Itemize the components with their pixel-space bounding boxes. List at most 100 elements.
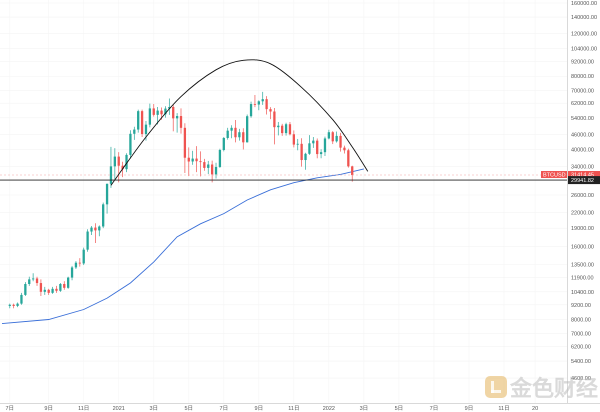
candle-down (273, 111, 276, 128)
y-tick-label: 92000.00 (571, 59, 594, 65)
candle-down (63, 283, 66, 288)
support-tag-bg (568, 176, 600, 185)
candle-down (343, 147, 346, 151)
moving-average-series (1, 168, 365, 325)
candle-up (175, 116, 179, 119)
candle-down (179, 116, 183, 128)
x-tick-label: 11日 (78, 405, 89, 412)
symbol-tag-bg (541, 171, 567, 179)
y-tick-label: 120000.00 (571, 31, 597, 37)
grid-lines (0, 2, 567, 379)
arc-curve (110, 59, 369, 186)
candle-up (312, 140, 315, 144)
candle-up (323, 138, 327, 153)
candle-up (277, 125, 280, 128)
candle-down (199, 161, 202, 163)
symbol-tag-text: BTCUSD (543, 173, 566, 179)
candle-down (55, 288, 58, 291)
candle-up (249, 104, 253, 117)
candle-up (51, 288, 54, 293)
candle-up (168, 106, 171, 109)
watermark: 金色财经 (485, 376, 598, 401)
y-tick-label: 10400.00 (571, 290, 594, 296)
moving-average-line (1, 168, 365, 325)
candle-up (246, 116, 249, 143)
candle-down (117, 156, 120, 166)
candle-down (195, 158, 198, 162)
y-tick-label: 40000.00 (571, 147, 594, 153)
price-tag-text: 31414.45 (571, 173, 594, 179)
y-tick-label: 19000.00 (571, 226, 594, 232)
y-tick-label: 8000.00 (571, 318, 591, 324)
candle-up (105, 183, 109, 205)
y-tick-label: 5400.00 (571, 359, 591, 365)
x-tick-label: 11日 (498, 405, 509, 412)
candle-up (319, 152, 323, 155)
candle-down (121, 165, 124, 170)
candle-up (129, 133, 132, 155)
y-tick-label: 34000.00 (571, 165, 594, 171)
candle-down (288, 124, 292, 135)
watermark-logo-mark (491, 381, 494, 393)
y-tick-label: 46000.00 (571, 133, 594, 139)
y-tick-label: 4600.00 (571, 376, 591, 382)
support-line (0, 174, 567, 181)
candle-up (8, 304, 11, 306)
candle-down (94, 227, 97, 231)
y-tick-label: 54000.00 (571, 116, 594, 122)
candle-down (242, 132, 245, 143)
candle-down (172, 106, 175, 119)
candle-down (265, 99, 268, 110)
candle-up (31, 278, 35, 280)
candle-up (59, 283, 62, 291)
candle-up (304, 153, 307, 161)
candle-down (331, 132, 334, 142)
support-tag-text: 29941.82 (571, 178, 594, 184)
candle-down (39, 283, 43, 292)
candle-up (261, 99, 264, 102)
candle-down (292, 134, 295, 145)
candle-up (102, 204, 105, 227)
candle-up (156, 110, 159, 115)
y-tick-label: 140000.00 (571, 15, 597, 21)
y-tick-label: 70000.00 (571, 88, 594, 94)
x-tick-label: 9日 (255, 405, 264, 412)
candle-up (28, 279, 31, 284)
candle-up (137, 111, 140, 130)
candle-up (214, 166, 218, 175)
candle-up (296, 143, 299, 145)
candle-down (347, 150, 350, 167)
x-tick-label: 5日 (395, 405, 404, 412)
candle-up (191, 158, 194, 162)
y-tick-label: 6200.00 (571, 344, 591, 350)
y-tick-label: 62000.00 (571, 101, 594, 107)
candle-down (152, 108, 155, 115)
candle-up (230, 127, 233, 131)
candle-down (78, 262, 81, 264)
x-tick-label: 20 (532, 406, 538, 412)
candle-up (238, 132, 241, 138)
candle-up (144, 124, 148, 135)
x-tick-label: 3日 (360, 405, 369, 412)
candle-down (281, 125, 284, 134)
candle-down (316, 140, 319, 155)
candlestick-series (8, 91, 354, 309)
candle-up (20, 294, 23, 304)
time-axis[interactable]: 7日 9日 11日 2021 3日 5日 7日 9日 11日 2022 3日 5日 7日 9日 11日 20 (6, 405, 539, 412)
y-tick-label: 9200.00 (571, 303, 591, 309)
price-axis[interactable]: 160000.00 140000.00 120000.00 104000.00 9200… (571, 1, 597, 382)
watermark-logo-mark (491, 390, 501, 393)
x-tick-label: 7日 (220, 405, 229, 412)
candle-down (12, 304, 15, 306)
x-tick-label: 5日 (185, 405, 194, 412)
candle-up (222, 137, 225, 151)
watermark-text: 金色财经 (509, 376, 598, 401)
candle-up (74, 262, 78, 268)
x-tick-label: 7日 (430, 405, 439, 412)
candle-up (257, 101, 260, 105)
candle-up (308, 143, 311, 154)
candle-up (109, 166, 113, 184)
candle-up (82, 249, 85, 264)
